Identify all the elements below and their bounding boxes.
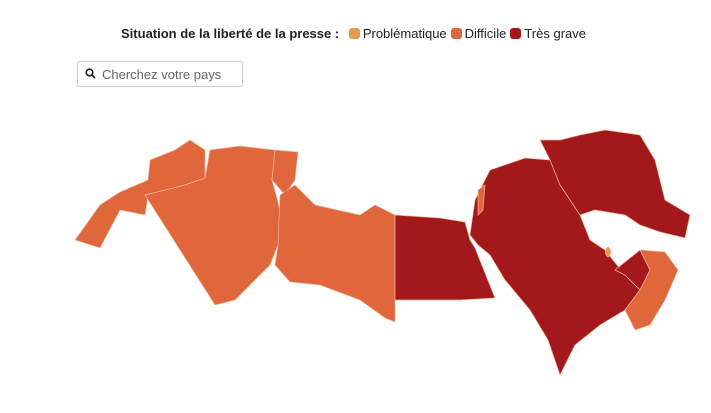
tunisia [271,149,299,196]
morocco [74,139,206,249]
legend-swatch [450,28,462,39]
libya [274,184,396,323]
legend-title: Situation de la liberté de la presse : [121,26,340,41]
egypt [394,214,496,301]
legend-item: Problématique [348,26,447,41]
legend: Situation de la liberté de la presse : P… [0,26,711,41]
legend-label: Difficile [464,26,507,41]
qatar [604,246,612,258]
legend-item: Très grave [510,26,586,41]
legend-swatch [510,28,522,39]
legend-swatch [348,28,360,39]
lebanon-israel [477,184,486,216]
legend-label: Très grave [524,26,586,41]
search-box[interactable] [77,61,243,87]
legend-item: Difficile [450,26,507,41]
iran [539,129,691,239]
search-icon [85,68,96,79]
legend-label: Problématique [362,26,447,41]
oman [624,249,679,331]
search-input[interactable] [102,64,238,84]
